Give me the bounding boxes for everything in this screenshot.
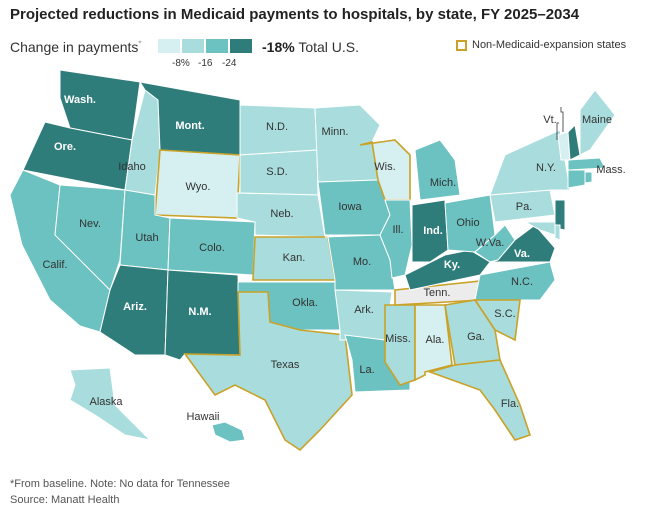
state-mi bbox=[414, 139, 461, 201]
state-label-la: La. bbox=[359, 364, 374, 376]
legend-tick-8: -8% bbox=[172, 58, 190, 69]
state-or bbox=[22, 121, 133, 191]
state-label-tn: Tenn. bbox=[424, 287, 451, 299]
state-nc bbox=[474, 261, 556, 301]
state-label-al: Ala. bbox=[426, 334, 445, 346]
state-label-ut: Utah bbox=[135, 232, 158, 244]
northeast-callouts bbox=[556, 107, 564, 140]
state-label-mn: Minn. bbox=[322, 126, 349, 138]
state-label-wa: Wash. bbox=[64, 94, 96, 106]
state-ct bbox=[567, 169, 586, 189]
state-de bbox=[554, 224, 561, 241]
state-label-wv: W.Va. bbox=[476, 237, 505, 249]
state-label-id: Idaho bbox=[118, 161, 146, 173]
state-label-fl: Fla. bbox=[501, 398, 519, 410]
state-label-ok: Okla. bbox=[292, 297, 318, 309]
state-label-ks: Kan. bbox=[283, 252, 306, 264]
state-label-ma: Mass. bbox=[596, 164, 625, 176]
state-label-wi: Wis. bbox=[374, 161, 395, 173]
state-label-ne: Neb. bbox=[270, 208, 293, 220]
legend-swatch-3 bbox=[206, 39, 228, 53]
state-tx bbox=[183, 291, 353, 452]
state-label-sd: S.D. bbox=[266, 166, 287, 178]
state-label-vt: Vt. bbox=[543, 114, 556, 126]
state-label-nh: N.H. bbox=[539, 98, 561, 110]
state-ms bbox=[384, 304, 416, 386]
state-label-ms: Miss. bbox=[385, 333, 411, 345]
state-label-ak: Alaska bbox=[89, 396, 123, 408]
state-label-ia: Iowa bbox=[338, 201, 362, 213]
state-label-ca: Calif. bbox=[42, 259, 67, 271]
state-label-nc: N.C. bbox=[511, 276, 533, 288]
state-nh bbox=[567, 123, 581, 161]
state-label-me: Maine bbox=[582, 114, 612, 126]
state-nv bbox=[54, 184, 126, 291]
state-label-nm: N.M. bbox=[188, 306, 211, 318]
state-ga bbox=[444, 299, 501, 366]
chart-title: Projected reductions in Medicaid payment… bbox=[10, 6, 580, 23]
state-ma bbox=[567, 157, 606, 171]
state-ri bbox=[584, 171, 593, 184]
state-label-az: Ariz. bbox=[123, 301, 147, 313]
state-label-co: Colo. bbox=[199, 242, 225, 254]
state-label-ky: Ky. bbox=[444, 259, 460, 271]
non-expansion-legend: Non-Medicaid-expansion states bbox=[456, 39, 626, 51]
state-label-oh: Ohio bbox=[456, 217, 479, 229]
state-ak bbox=[69, 367, 152, 441]
state-label-sc: S.C. bbox=[494, 308, 515, 320]
legend-tick-16: -16 bbox=[198, 58, 213, 69]
state-label-mt: Mont. bbox=[175, 120, 204, 132]
state-label-nd: N.D. bbox=[266, 121, 288, 133]
state-label-mo: Mo. bbox=[353, 256, 371, 268]
state-ny bbox=[489, 129, 571, 196]
state-label-il: Ill. bbox=[393, 224, 404, 236]
state-il bbox=[379, 199, 413, 279]
state-hi bbox=[211, 421, 246, 443]
state-label-ga: Ga. bbox=[467, 331, 485, 343]
source: Source: Manatt Health bbox=[10, 494, 120, 506]
state-ne bbox=[236, 192, 326, 238]
non-expansion-swatch bbox=[456, 39, 467, 51]
state-label-hi: Hawaii bbox=[186, 411, 219, 423]
state-nj bbox=[554, 199, 566, 231]
state-label-pa: Pa. bbox=[516, 201, 533, 213]
state-label-wy: Wyo. bbox=[186, 181, 211, 193]
legend-swatch-4 bbox=[230, 39, 252, 53]
state-label-mi: Mich. bbox=[430, 177, 456, 189]
legend-tick-24: -24 bbox=[222, 58, 237, 69]
state-label-nv: Nev. bbox=[79, 218, 101, 230]
state-me bbox=[579, 89, 616, 156]
state-label-ny: N.Y. bbox=[536, 162, 556, 174]
legend-swatch-2 bbox=[182, 39, 204, 53]
state-fl bbox=[427, 359, 532, 441]
state-label-va: Va. bbox=[514, 248, 530, 260]
state-label-ar: Ark. bbox=[354, 304, 374, 316]
legend-label: Change in payments* bbox=[10, 39, 142, 55]
state-in bbox=[411, 199, 449, 263]
legend-swatch-1 bbox=[158, 39, 180, 53]
state-label-tx: Texas bbox=[271, 359, 300, 371]
state-label-or: Ore. bbox=[54, 141, 76, 153]
footnote: *From baseline. Note: No data for Tennes… bbox=[10, 478, 230, 490]
state-label-in: Ind. bbox=[423, 225, 443, 237]
total-us: -18% Total U.S. bbox=[262, 39, 360, 55]
